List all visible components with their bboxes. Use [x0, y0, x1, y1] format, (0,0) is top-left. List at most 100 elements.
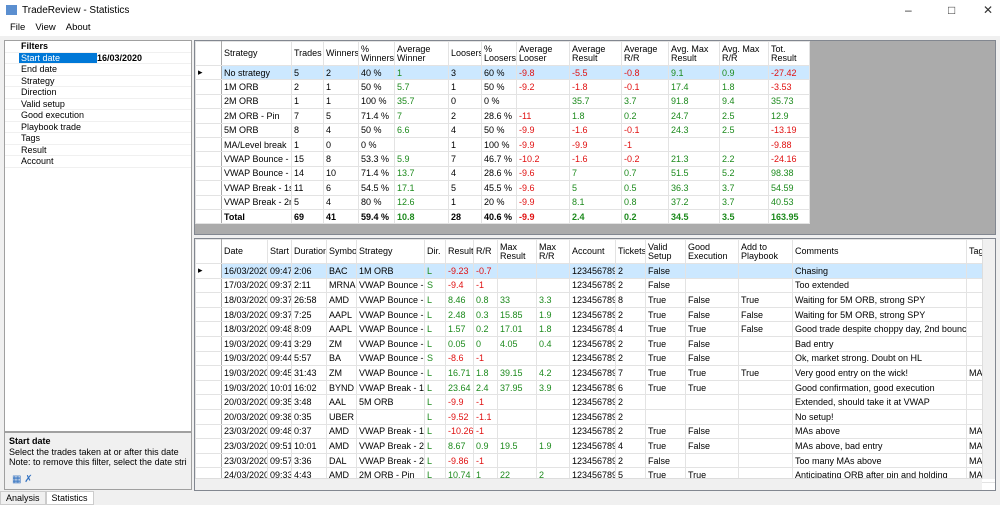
cell: MAs above, bad entry	[792, 438, 967, 454]
cell: -9.6	[516, 165, 570, 182]
column-header[interactable]: Average Result	[569, 41, 622, 66]
horizontal-scrollbar[interactable]	[195, 478, 982, 490]
cell: 17.01	[497, 321, 537, 337]
close-button[interactable]: ✕	[983, 3, 994, 17]
data-row[interactable]: 19/03/2020 10:01 16:02 BYND VWAP Break - 1st…	[195, 379, 995, 396]
cell: 09:35	[267, 394, 292, 410]
column-header[interactable]: Dir.	[424, 239, 446, 264]
data-row[interactable]: ▸ No strategy 5 2 40 % 1 3 60 % -9.8 -5.5 -0.8 9.1 0…	[195, 64, 810, 81]
column-header[interactable]: Winners	[323, 41, 359, 66]
column-header[interactable]: R/R	[473, 239, 498, 264]
column-header[interactable]: Valid Setup	[645, 239, 686, 264]
cell: 5.7	[394, 79, 449, 95]
maximize-button[interactable]: □	[948, 3, 956, 17]
column-header[interactable]: Average Looser	[516, 41, 570, 66]
cell: 35.73	[768, 93, 810, 110]
column-header[interactable]: Good Execution	[685, 239, 739, 264]
filter-row[interactable]: Playbook trade	[5, 122, 191, 133]
column-header[interactable]: Symbol	[326, 239, 357, 264]
tab[interactable]: Statistics	[45, 491, 94, 505]
cell: VWAP Bounce - 2nd	[221, 165, 292, 182]
column-header[interactable]: Add to Playbook	[738, 239, 793, 264]
filter-row[interactable]: Start date 16/03/2020	[5, 52, 191, 64]
filter-row[interactable]: Good execution	[5, 110, 191, 122]
minimize-button[interactable]: –	[905, 3, 912, 17]
toolbar-icons[interactable]: ▦ ✗	[12, 474, 33, 485]
cell: -1	[473, 350, 498, 367]
column-header[interactable]: Avg. Max R/R	[719, 41, 769, 66]
column-header[interactable]: Loosers	[448, 41, 482, 66]
data-row[interactable]: ▸ 16/03/2020 09:47 2:06 BAC 1M ORB L -9.23 -0.7 1…	[195, 263, 995, 279]
column-header[interactable]: Result	[445, 239, 474, 264]
data-row[interactable]: MA/Level break 1 0 0 % 1 100 % -9.9 -9.9 -1 -9.88	[195, 136, 810, 153]
vertical-scrollbar[interactable]	[982, 239, 995, 479]
data-row[interactable]: 2M ORB - Pin 7 5 71.4 % 7 2 28.6 % -11 1.8 0.2 24.…	[195, 108, 810, 124]
filter-row[interactable]: Strategy	[5, 76, 191, 87]
column-header[interactable]: Duration	[291, 239, 327, 264]
column-header[interactable]: Max Result	[497, 239, 537, 264]
data-row[interactable]: 20/03/2020 09:35 3:48 AAL 5M ORB L -9.9 -1 12345…	[195, 394, 995, 410]
cell: -9.9	[516, 194, 570, 210]
cell: 3:48	[291, 394, 327, 410]
column-header[interactable]: Start	[267, 239, 292, 264]
column-header[interactable]: Average Winner	[394, 41, 449, 66]
column-header[interactable]: Tickets	[615, 239, 646, 264]
cell: 2	[615, 394, 646, 410]
cell: 28.6 %	[481, 108, 517, 124]
cell: VWAP Break - 1st	[356, 423, 425, 440]
row-header	[195, 151, 222, 167]
column-header[interactable]: Date	[221, 239, 268, 264]
data-row[interactable]: 23/03/2020 09:48 0:37 AMD VWAP Break - 1st L -…	[195, 423, 995, 440]
row-header-corner	[195, 239, 222, 264]
filter-row[interactable]: Direction	[5, 87, 191, 99]
cell	[685, 452, 739, 469]
menu-item[interactable]: File	[10, 22, 26, 33]
cell: AAL	[326, 394, 357, 410]
description-line: Note: to remove this filter, select the …	[9, 457, 187, 467]
filter-row[interactable]: Account	[5, 156, 191, 168]
filter-row[interactable]: Tags	[5, 133, 191, 145]
tab[interactable]: Analysis	[0, 491, 46, 505]
filter-row[interactable]: Result	[5, 145, 191, 156]
data-row[interactable]: 1M ORB 2 1 50 % 5.7 1 50 % -9.2 -1.8 -0.1 17.4 1.8-…	[195, 79, 810, 95]
data-row[interactable]: VWAP Break - 1st 11 6 54.5 % 17.1 5 45.5 % -9.6…	[195, 180, 810, 196]
column-header[interactable]: Avg. Max Result	[668, 41, 720, 66]
menu-item[interactable]: View	[35, 22, 56, 33]
cell: VWAP Break - 2nd	[221, 194, 292, 210]
column-header[interactable]: % Loosers	[481, 41, 517, 66]
menu-item[interactable]: About	[65, 22, 91, 33]
cell: 2	[615, 263, 646, 279]
data-row[interactable]: 20/03/2020 09:38 0:35 UBER L -9.52 -1.1 1234567…	[195, 408, 995, 425]
cell: 1.8	[569, 108, 622, 124]
data-row[interactable]: 5M ORB 8 4 50 % 6.6 4 50 % -9.9 -1.6 -0.1 24.3 2.5-…	[195, 122, 810, 138]
filter-row[interactable]: Valid setup	[5, 99, 191, 110]
filter-row[interactable]: End date	[5, 64, 191, 76]
column-header[interactable]: % Winners	[358, 41, 395, 66]
column-header[interactable]: Account	[569, 239, 616, 264]
column-header[interactable]: Strategy	[221, 41, 292, 66]
column-header[interactable]: Trades	[291, 41, 324, 66]
column-header[interactable]: Comments	[792, 239, 967, 264]
data-row[interactable]: 2M ORB 1 1 100 % 35.7 0 0 % 35.7 3.7 91.8 9.4 35.73	[195, 93, 810, 110]
data-row[interactable]: Total 69 41 59.4 % 10.8 28 40.6 % -9.9 2.4 0.2 34.…	[195, 208, 810, 225]
column-header[interactable]: Strategy	[356, 239, 425, 264]
filter-name: Good execution	[21, 110, 85, 120]
cell: -9.88	[768, 136, 810, 153]
column-header[interactable]: Average R/R	[621, 41, 669, 66]
cell: L	[424, 321, 446, 337]
column-header[interactable]: Max R/R	[536, 239, 570, 264]
column-header[interactable]: Tot. Result	[768, 41, 810, 66]
cell	[738, 263, 793, 279]
